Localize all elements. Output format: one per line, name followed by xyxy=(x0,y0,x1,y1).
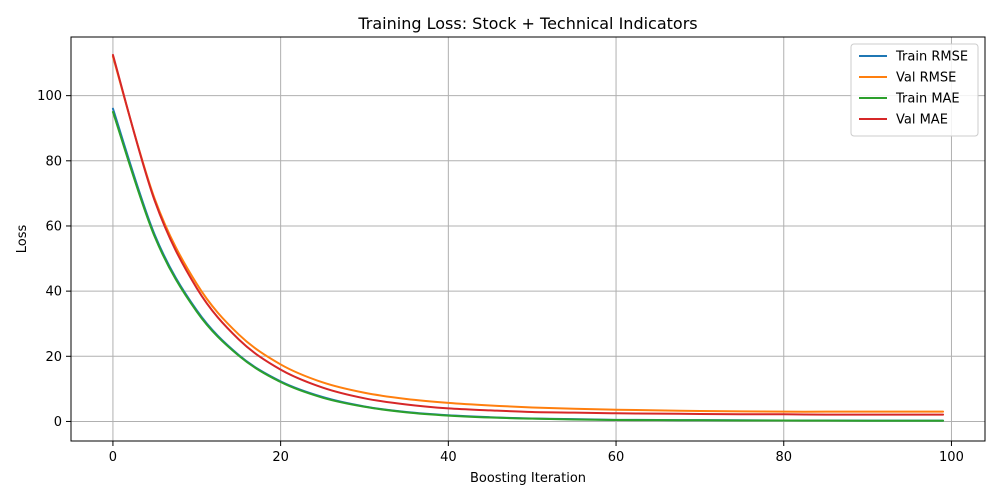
axis-ticks: 0 20 40 60 80 100 0 20 40 60 80 100 xyxy=(37,89,964,465)
x-tick-label: 100 xyxy=(939,450,964,465)
x-axis-label: Boosting Iteration xyxy=(470,471,586,486)
x-tick-label: 60 xyxy=(608,450,625,465)
y-tick-label: 40 xyxy=(45,285,62,300)
y-tick-label: 80 xyxy=(45,154,62,169)
legend-label-val-mae: Val MAE xyxy=(896,113,948,128)
legend-label-train-rmse: Train RMSE xyxy=(895,50,968,65)
legend-label-train-mae: Train MAE xyxy=(895,92,960,107)
series-line-val-mae xyxy=(111,53,945,416)
x-tick-label: 80 xyxy=(775,450,792,465)
series-lines xyxy=(111,53,945,422)
y-tick-label: 0 xyxy=(54,415,62,430)
y-tick-label: 60 xyxy=(45,219,62,234)
x-tick-label: 40 xyxy=(440,450,457,465)
x-tick-label: 0 xyxy=(109,450,117,465)
chart-title: Training Loss: Stock + Technical Indicat… xyxy=(357,14,697,33)
legend-label-val-rmse: Val RMSE xyxy=(896,71,956,86)
series-line-train-mae xyxy=(111,110,945,422)
legend: Train RMSE Val RMSE Train MAE Val MAE xyxy=(850,43,979,137)
y-tick-label: 100 xyxy=(37,89,62,104)
series-line-val-rmse xyxy=(111,55,945,413)
y-axis-label: Loss xyxy=(15,225,30,254)
y-tick-label: 20 xyxy=(45,350,62,365)
plot-frame xyxy=(70,36,986,442)
x-tick-label: 20 xyxy=(272,450,289,465)
legend-box xyxy=(850,43,979,137)
